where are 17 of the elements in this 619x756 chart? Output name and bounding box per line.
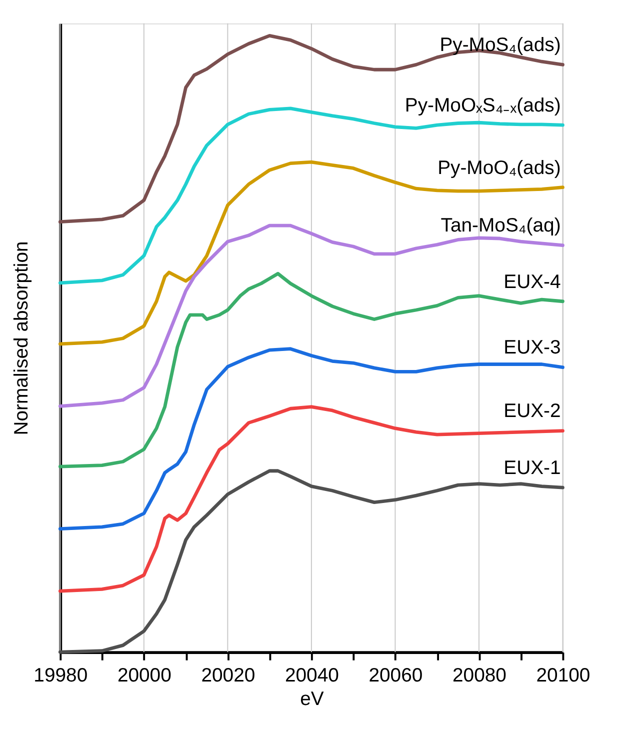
series-label: Py-MoO₄(ads) xyxy=(438,156,561,179)
x-tick-label: 20060 xyxy=(368,664,423,687)
series-label: EUX-1 xyxy=(504,456,561,479)
x-tick-label: 20000 xyxy=(117,664,172,687)
series-label: EUX-3 xyxy=(504,336,561,359)
series-label: Py-MoOₓS₄₋ₓ(ads) xyxy=(404,94,561,117)
x-tick-label: 20020 xyxy=(201,664,256,687)
series-label: Py-MoS₄(ads) xyxy=(440,34,561,56)
x-tick-label: 19980 xyxy=(34,664,88,687)
series-label: EUX-2 xyxy=(504,400,561,422)
x-tick-label: 20080 xyxy=(452,664,507,687)
x-tick-label: 20100 xyxy=(536,664,590,687)
series-label: EUX-4 xyxy=(504,270,561,293)
series-label: Tan-MoS₄(aq) xyxy=(440,214,561,237)
x-tick-label: 20040 xyxy=(284,664,340,687)
y-axis-title: Normalised absorption xyxy=(10,241,33,436)
x-axis-title: eV xyxy=(300,688,324,710)
